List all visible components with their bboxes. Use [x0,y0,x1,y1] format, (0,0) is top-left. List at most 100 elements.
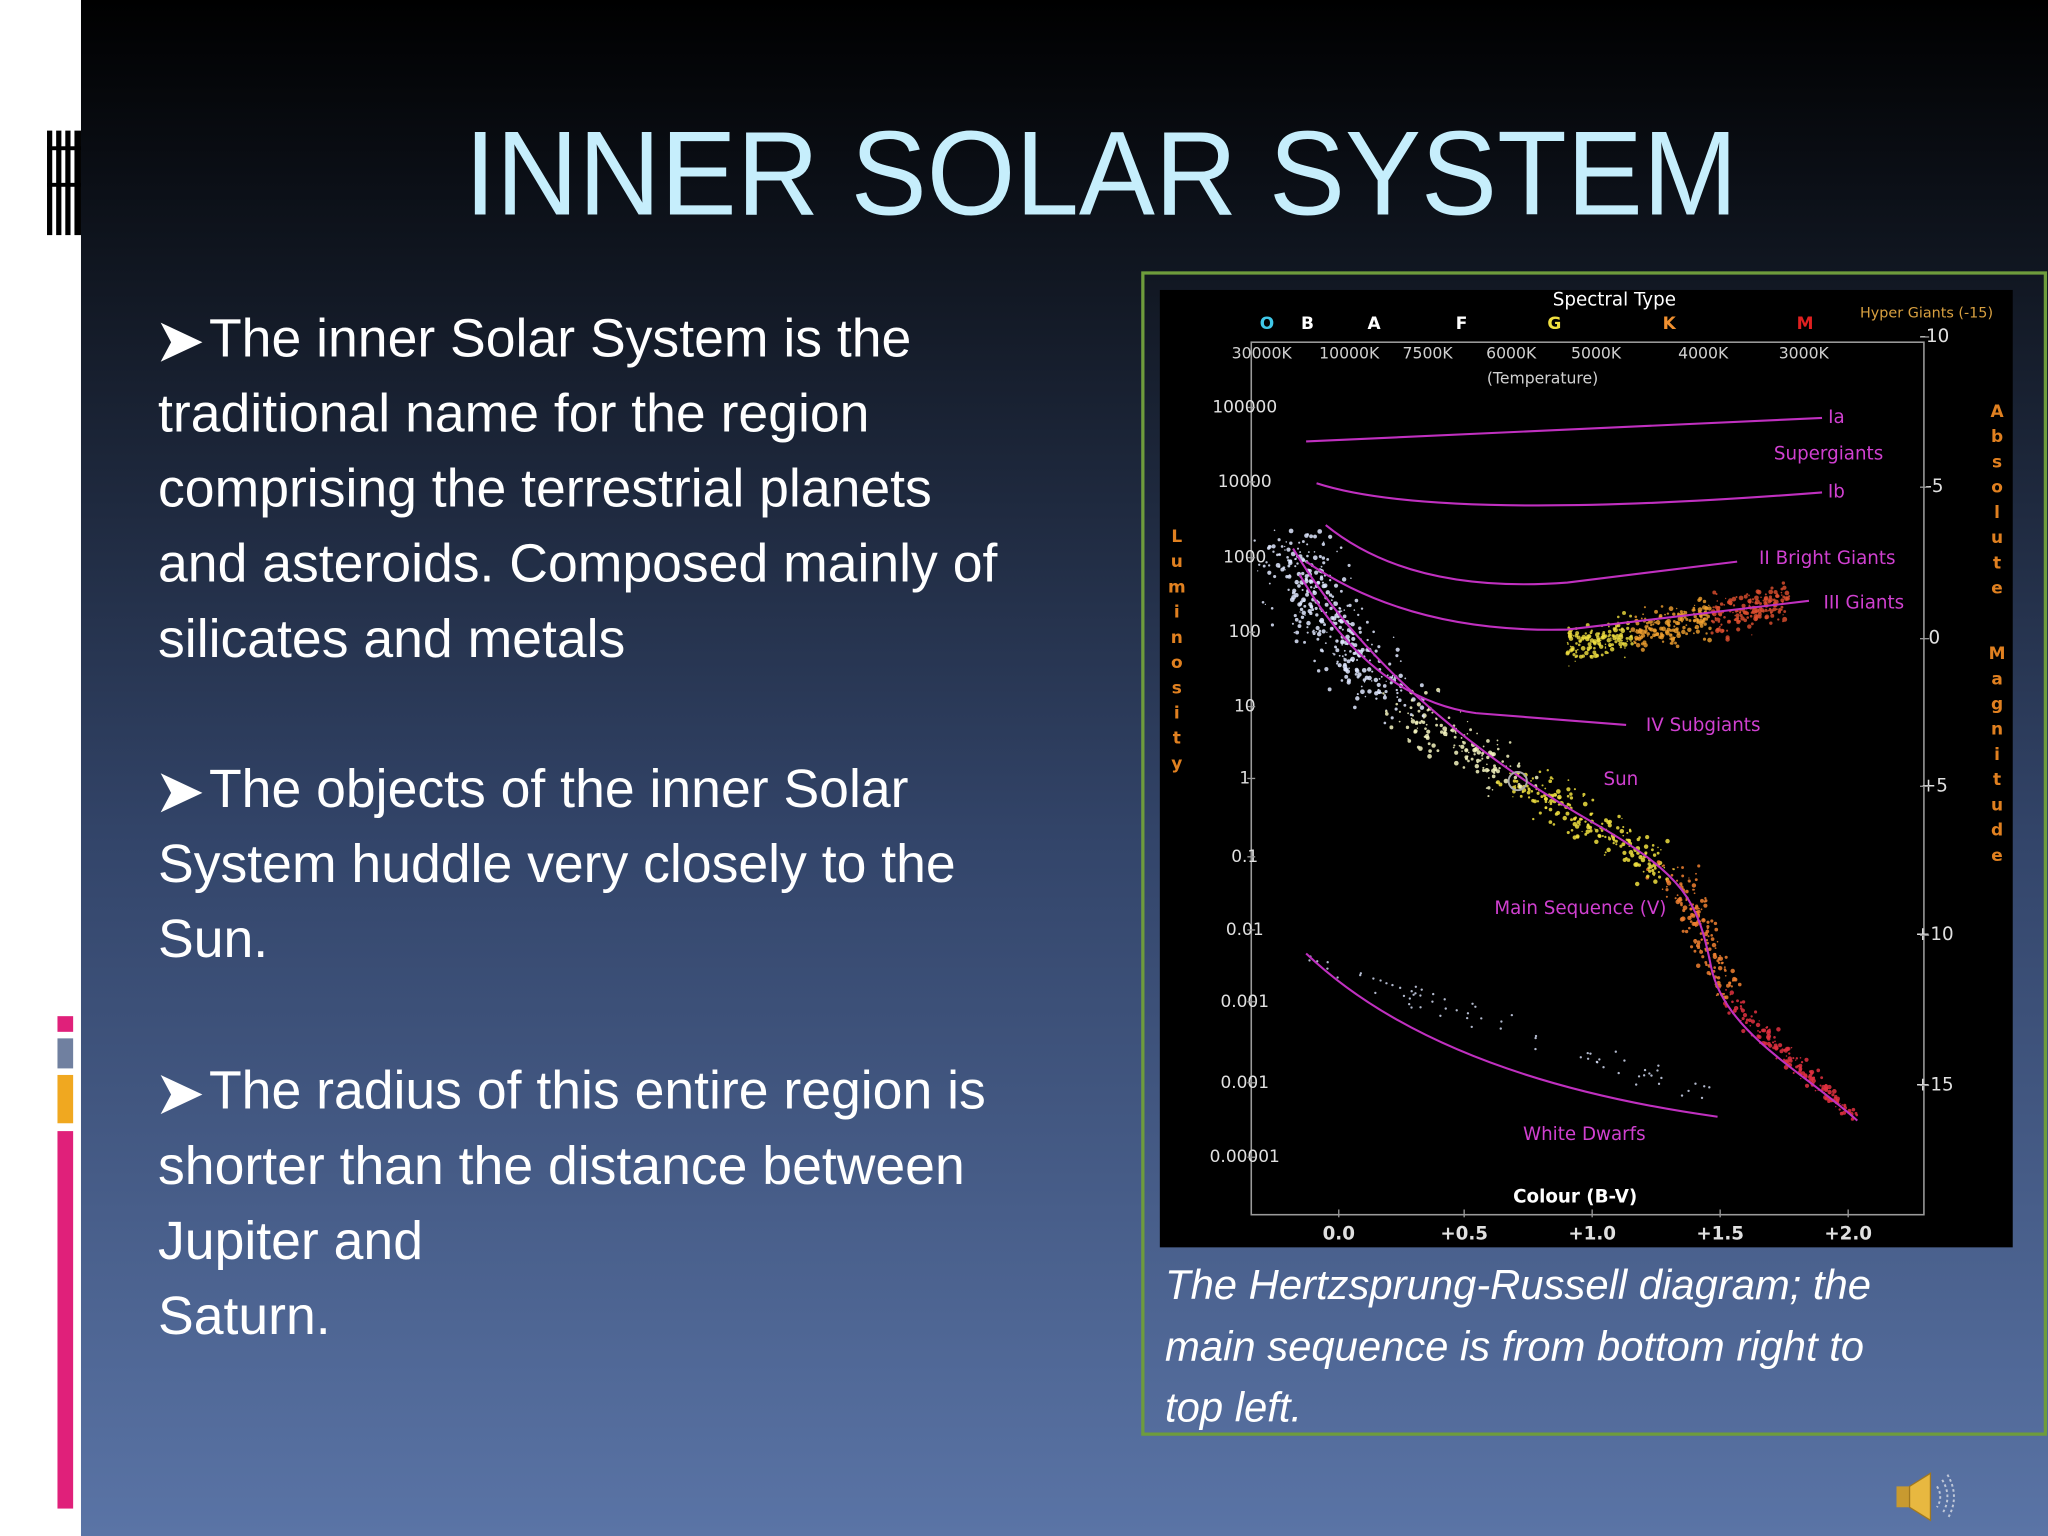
star [1530,780,1532,782]
star [1740,1008,1745,1013]
star [1738,611,1741,614]
star [1694,942,1696,944]
star [1660,605,1664,608]
star [1624,647,1626,649]
star [1824,1087,1829,1093]
star [1644,851,1648,855]
star [1570,818,1573,822]
star [1821,1084,1826,1090]
star [1741,1016,1745,1021]
star [1575,642,1578,645]
star [1827,1099,1831,1104]
star [1379,691,1382,694]
star [1766,610,1769,612]
star [1614,839,1618,843]
star [1395,654,1399,658]
star [1481,757,1484,760]
star [1382,684,1387,688]
star [1340,679,1344,682]
star [1371,670,1374,673]
spectral-class: F [1456,314,1468,334]
star [1509,772,1511,775]
star [1323,623,1326,627]
star [1788,1052,1791,1055]
spectral-class: G [1547,314,1561,334]
star [1439,723,1444,728]
star [1541,784,1544,787]
luminosity-tick: 0.1 [1231,847,1258,867]
star [1462,741,1466,745]
star [1479,759,1482,762]
star [1743,594,1748,599]
magnitude-tick: -5 [1925,476,1943,497]
star [1710,631,1714,635]
star [1685,624,1688,627]
star [1333,583,1339,588]
star [1738,619,1741,623]
star [1601,835,1604,838]
star [1634,615,1638,619]
star [1414,721,1419,725]
star [1573,788,1576,791]
star [1628,828,1632,831]
star [1740,616,1745,621]
region-label: Ia [1828,407,1845,428]
star [1666,612,1670,615]
star [1420,719,1423,723]
star [1689,920,1693,923]
star [1384,690,1388,694]
star [1770,613,1775,618]
star [1663,866,1666,869]
star [1634,631,1636,633]
star [1363,681,1366,683]
star [1619,828,1625,834]
star [1726,619,1731,624]
star [1820,1076,1824,1080]
star [1589,829,1593,833]
magnitude-tick: 0 [1929,628,1941,649]
star [1784,590,1790,596]
star [1582,801,1588,807]
star [1660,1076,1663,1080]
star [1476,732,1479,735]
star [1321,629,1326,634]
star [1313,659,1316,663]
star [1707,935,1710,938]
bullet-text: comprising the terrestrial planets [158,460,932,519]
star [1607,836,1610,839]
star [1324,642,1327,645]
star [1264,603,1267,605]
star [1515,779,1519,783]
star [1487,795,1490,798]
star [1587,642,1592,647]
region-curve [1306,416,1823,443]
star [1682,905,1688,911]
star [1581,830,1583,833]
star [1496,743,1499,746]
x-tick: +1.0 [1568,1223,1616,1244]
star [1293,614,1297,618]
star [1562,815,1567,821]
star [1578,823,1581,826]
star [1774,1046,1779,1051]
star [1652,621,1654,623]
star [1714,947,1717,950]
star [1424,690,1428,695]
star [1625,636,1629,640]
star [1410,990,1413,993]
star [1282,566,1286,570]
star [1356,693,1359,696]
star [1471,1002,1474,1005]
bullet-arrow [160,773,203,813]
star [1708,604,1710,607]
star [1496,769,1500,774]
star [1775,1057,1778,1060]
region-curve [1305,560,1810,631]
star [1723,603,1726,606]
star [1321,649,1324,653]
star [1565,650,1571,655]
star [1315,613,1319,617]
star [1623,1059,1626,1062]
star [1428,749,1432,753]
star [1600,653,1604,657]
